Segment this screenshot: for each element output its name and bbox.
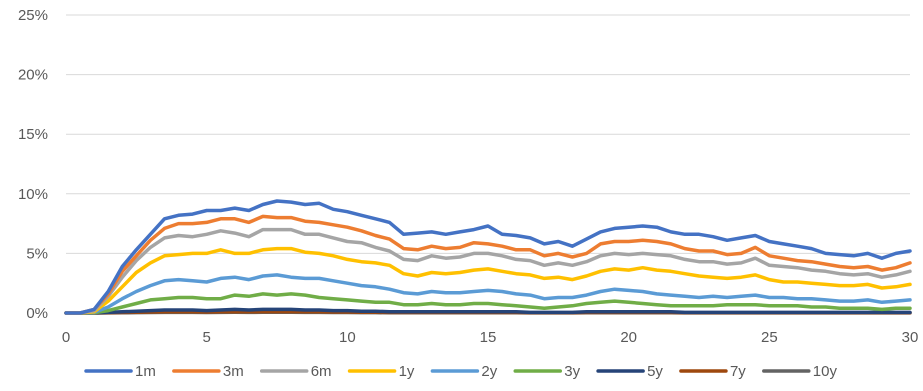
legend: 1m 3m 6m 1y 2y 3y 5y 7y 10y [84,363,838,380]
y-tick-label: 20% [18,67,48,84]
x-tick-label: 0 [62,329,70,346]
y-axis-tick-labels: 0% 5% 10% 15% 20% 25% [18,7,48,322]
x-tick-label: 25 [761,329,778,346]
series-line-1y [64,246,912,315]
series-line-2y [64,273,912,315]
series-line-5y [64,307,912,315]
gridlines [66,14,910,254]
legend-label: 7y [730,363,746,380]
x-tick-label: 15 [480,329,497,346]
legend-item-5y: 5y [596,363,663,380]
legend-item-1y: 1y [347,363,415,380]
x-tick-label: 5 [202,329,210,346]
series-line-3y [64,292,912,315]
legend-label: 10y [813,363,838,380]
x-axis-tick-labels: 0 5 10 15 20 25 30 [62,329,919,346]
series-line-6m [64,227,912,315]
series-line-3m [64,214,912,315]
y-tick-label: 0% [26,305,48,322]
y-tick-label: 5% [26,245,48,262]
legend-item-7y: 7y [679,363,746,380]
legend-label: 1y [399,363,415,380]
legend-label: 3m [223,363,244,380]
legend-label: 2y [481,363,497,380]
legend-item-2y: 2y [430,363,498,380]
y-tick-label: 25% [18,7,48,24]
legend-label: 1m [135,363,156,380]
legend-item-1m: 1m [84,363,156,380]
legend-item-3m: 3m [172,363,244,380]
legend-label: 5y [647,363,663,380]
series-lines [64,199,912,315]
series-line-1m [64,199,912,315]
y-tick-label: 10% [18,186,48,203]
legend-item-10y: 10y [762,363,838,380]
legend-item-3y: 3y [513,363,581,380]
x-tick-label: 20 [620,329,637,346]
x-tick-label: 30 [902,329,919,346]
legend-label: 6m [311,363,332,380]
legend-item-6m: 6m [259,363,332,380]
legend-label: 3y [564,363,580,380]
y-tick-label: 15% [18,126,48,143]
x-tick-label: 10 [339,329,356,346]
